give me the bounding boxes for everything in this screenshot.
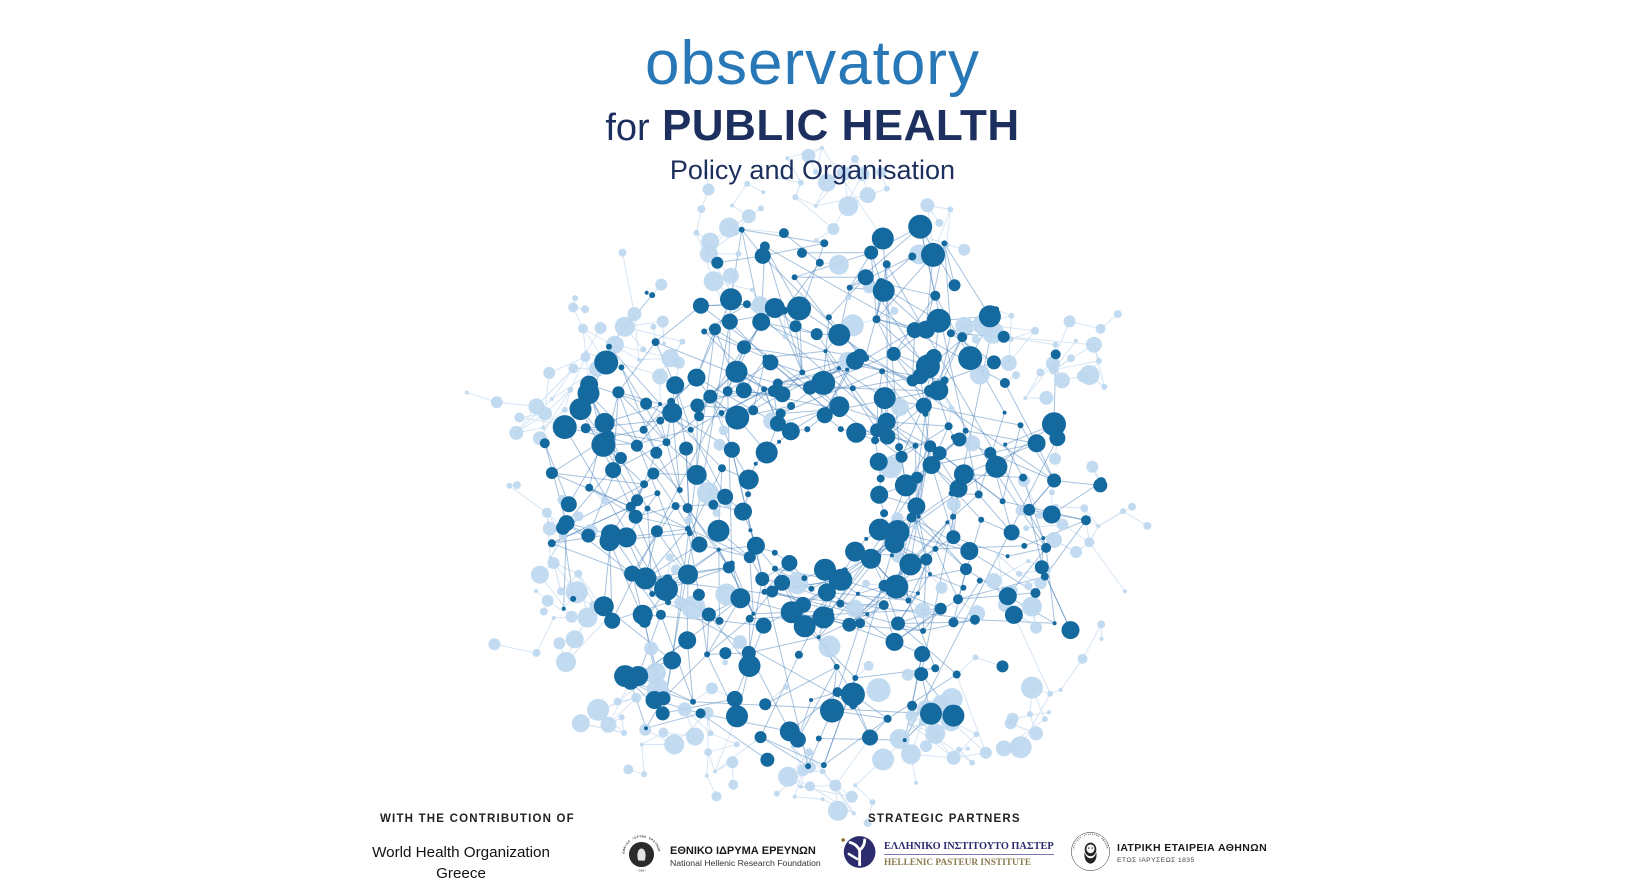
svg-text:• 1965 •: • 1965 •: [637, 871, 645, 873]
svg-text:Υ: Υ: [639, 834, 641, 838]
svg-text:Σ: Σ: [1097, 836, 1100, 839]
svg-text:Α: Α: [644, 835, 647, 839]
svg-text:Ν: Ν: [657, 849, 661, 852]
svg-text:Ρ: Ρ: [636, 835, 639, 839]
svg-text:Ν: Ν: [1106, 847, 1108, 849]
svg-text:Σ: Σ: [1080, 836, 1083, 839]
svg-text:I: I: [1073, 849, 1075, 850]
